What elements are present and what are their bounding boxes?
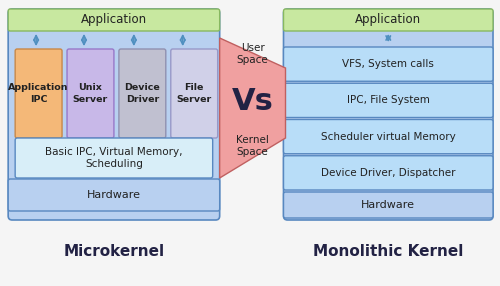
- Text: Kernel
Space: Kernel Space: [236, 135, 269, 157]
- FancyBboxPatch shape: [284, 192, 493, 218]
- Text: Application: Application: [81, 13, 147, 27]
- Text: Device Driver, Dispatcher: Device Driver, Dispatcher: [321, 168, 456, 178]
- Text: Hardware: Hardware: [362, 200, 416, 210]
- Text: Device
Driver: Device Driver: [124, 84, 160, 104]
- FancyBboxPatch shape: [8, 179, 220, 211]
- Text: Application: Application: [355, 13, 422, 27]
- FancyBboxPatch shape: [67, 49, 114, 138]
- FancyBboxPatch shape: [15, 49, 62, 138]
- Text: File
Server: File Server: [176, 84, 212, 104]
- Text: IPC, File System: IPC, File System: [347, 95, 430, 105]
- FancyBboxPatch shape: [284, 47, 493, 81]
- Text: Basic IPC, Virtual Memory,
Scheduling: Basic IPC, Virtual Memory, Scheduling: [45, 147, 182, 169]
- FancyBboxPatch shape: [284, 120, 493, 154]
- FancyBboxPatch shape: [284, 156, 493, 190]
- FancyBboxPatch shape: [8, 9, 220, 31]
- Text: Monolithic Kernel: Monolithic Kernel: [313, 245, 464, 259]
- Text: Unix
Server: Unix Server: [73, 84, 108, 104]
- FancyBboxPatch shape: [119, 49, 166, 138]
- FancyBboxPatch shape: [284, 83, 493, 118]
- FancyBboxPatch shape: [15, 138, 212, 178]
- Text: Hardware: Hardware: [87, 190, 141, 200]
- FancyBboxPatch shape: [171, 49, 218, 138]
- Text: Microkernel: Microkernel: [64, 245, 164, 259]
- FancyBboxPatch shape: [8, 9, 220, 220]
- Text: Vs: Vs: [232, 86, 274, 116]
- Text: VFS, System calls: VFS, System calls: [342, 59, 434, 69]
- Text: Scheduler virtual Memory: Scheduler virtual Memory: [321, 132, 456, 142]
- FancyBboxPatch shape: [284, 9, 493, 220]
- Text: Application
IPC: Application IPC: [8, 84, 69, 104]
- Polygon shape: [220, 38, 286, 178]
- FancyBboxPatch shape: [284, 9, 493, 31]
- Text: User
Space: User Space: [236, 43, 268, 65]
